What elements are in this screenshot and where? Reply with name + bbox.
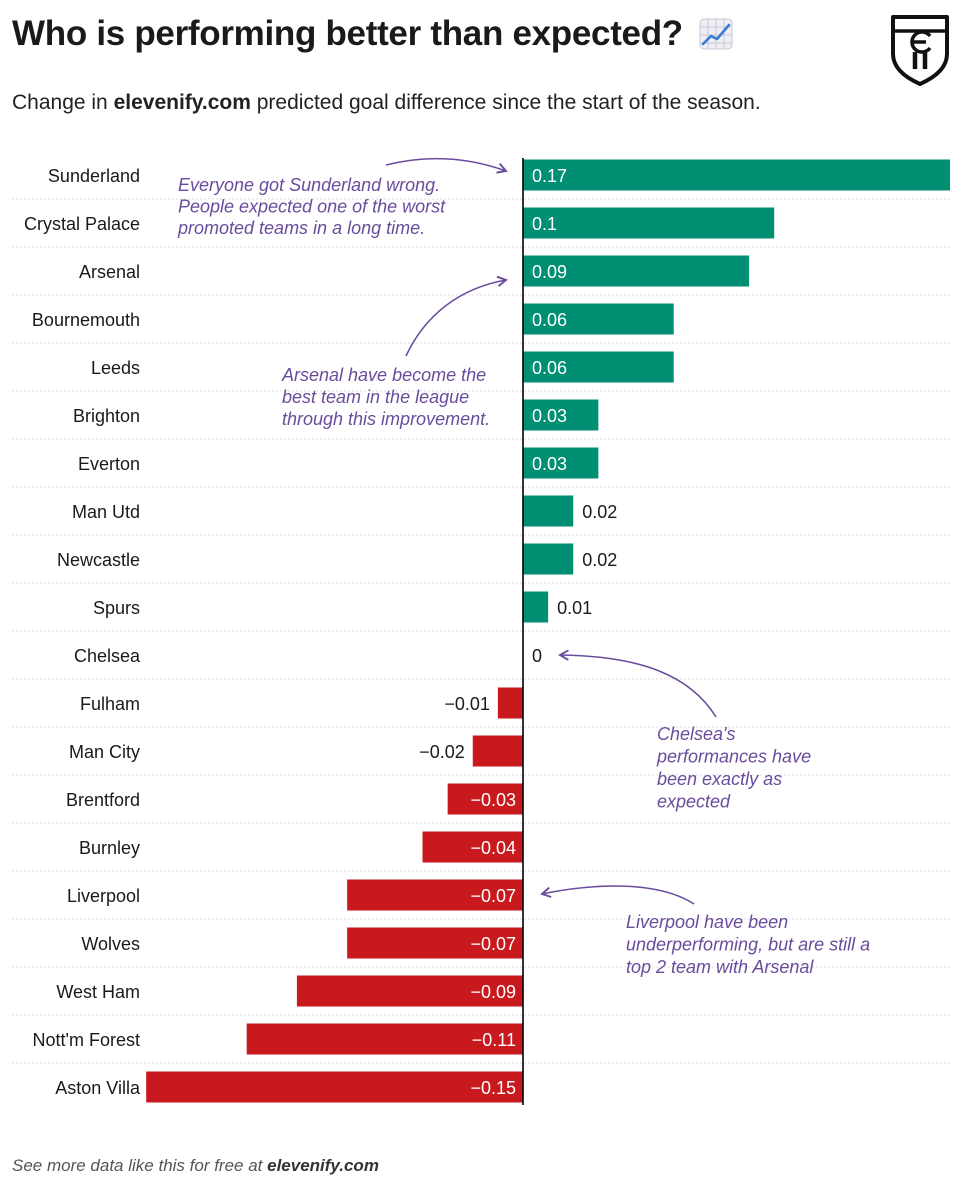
bar-everton: [523, 447, 599, 479]
category-label-west-ham: West Ham: [56, 982, 140, 1002]
bar-arsenal: [523, 255, 750, 287]
bar-liverpool: [347, 879, 523, 911]
annotation-text-chelsea: been exactly as: [657, 769, 782, 789]
category-label-crystal-palace: Crystal Palace: [24, 214, 140, 234]
category-label-burnley: Burnley: [79, 838, 140, 858]
category-label-chelsea: Chelsea: [74, 646, 141, 666]
category-label-man-utd: Man Utd: [72, 502, 140, 522]
category-label-arsenal: Arsenal: [79, 262, 140, 282]
value-label-leeds: 0.06: [532, 358, 567, 378]
category-label-aston-villa: Aston Villa: [55, 1078, 141, 1098]
subtitle-prefix: Change in: [12, 91, 114, 114]
category-label-brentford: Brentford: [66, 790, 140, 810]
bar-man-city: [472, 735, 523, 767]
bar-nott-m-forest: [246, 1023, 523, 1055]
annotation-text-liverpool: top 2 team with Arsenal: [626, 957, 814, 977]
footer-prefix: See more data like this for free at: [12, 1156, 268, 1175]
category-label-fulham: Fulham: [80, 694, 140, 714]
category-label-spurs: Spurs: [93, 598, 140, 618]
bar-bournemouth: [523, 303, 674, 335]
annotation-arrow-chelsea: [558, 649, 717, 718]
annotation-arrow-liverpool: [540, 885, 695, 905]
value-label-sunderland: 0.17: [532, 166, 567, 186]
value-label-arsenal: 0.09: [532, 262, 567, 282]
value-label-brighton: 0.03: [532, 406, 567, 426]
chart-increasing-icon: [699, 18, 733, 50]
title-row: Who is performing better than expected?: [12, 14, 733, 54]
chart-annotations: Everyone got Sunderland wrong.People exp…: [177, 157, 870, 977]
annotation-text-arsenal: through this improvement.: [282, 409, 490, 429]
bar-west-ham: [296, 975, 523, 1007]
subtitle-suffix: predicted goal difference since the star…: [250, 91, 761, 114]
category-label-man-city: Man City: [69, 742, 140, 762]
bar-man-utd: [523, 495, 574, 527]
chart-rows: Sunderland 0.17 Crystal Palace 0.1 Arsenal 0.…: [12, 158, 951, 1105]
chart-title: Who is performing better than expected?: [12, 14, 683, 53]
annotation-text-chelsea: expected: [657, 792, 731, 812]
bar-spurs: [523, 591, 549, 623]
bar-brentford: [447, 783, 523, 815]
category-label-nott-m-forest: Nott'm Forest: [33, 1030, 140, 1050]
annotation-text-arsenal: Arsenal have become the: [281, 365, 486, 385]
annotation-arrow-sunderland: [385, 157, 508, 174]
value-label-crystal-palace: 0.1: [532, 214, 557, 234]
bar-leeds: [523, 351, 674, 383]
category-label-wolves: Wolves: [81, 934, 140, 954]
value-label-liverpool: −0.07: [470, 886, 516, 906]
bar-chart: Sunderland 0.17 Crystal Palace 0.1 Arsenal 0.…: [12, 157, 951, 1105]
annotation-text-sunderland: Everyone got Sunderland wrong.: [178, 175, 440, 195]
bar-sunderland: [523, 159, 951, 191]
value-label-bournemouth: 0.06: [532, 310, 567, 330]
value-label-chelsea: 0: [532, 646, 542, 666]
value-label-brentford: −0.03: [470, 790, 516, 810]
category-label-sunderland: Sunderland: [48, 166, 140, 186]
bar-burnley: [422, 831, 523, 863]
annotation-text-chelsea: Chelsea's: [657, 724, 735, 744]
value-label-fulham: −0.01: [444, 694, 490, 714]
bar-brighton: [523, 399, 599, 431]
annotation-text-sunderland: People expected one of the worst: [178, 197, 446, 217]
footer-brand: elevenify.com: [267, 1156, 379, 1175]
chart-subtitle: Change in elevenify.com predicted goal d…: [12, 91, 761, 115]
bar-crystal-palace: [523, 207, 775, 239]
value-label-west-ham: −0.09: [470, 982, 516, 1002]
category-label-bournemouth: Bournemouth: [32, 310, 140, 330]
subtitle-brand: elevenify.com: [113, 91, 251, 114]
annotation-text-chelsea: performances have: [656, 747, 811, 767]
value-label-aston-villa: −0.15: [470, 1078, 516, 1098]
bar-wolves: [347, 927, 523, 959]
value-label-man-utd: 0.02: [582, 502, 617, 522]
value-label-man-city: −0.02: [419, 742, 465, 762]
value-label-everton: 0.03: [532, 454, 567, 474]
elevenify-shield-logo: [890, 14, 950, 86]
footer: See more data like this for free at elev…: [12, 1156, 379, 1176]
annotation-arrow-arsenal: [405, 275, 508, 357]
category-label-everton: Everton: [78, 454, 140, 474]
category-label-leeds: Leeds: [91, 358, 140, 378]
annotation-text-liverpool: Liverpool have been: [626, 912, 788, 932]
annotation-text-liverpool: underperforming, but are still a: [626, 935, 870, 955]
value-label-nott-m-forest: −0.11: [472, 1030, 516, 1050]
bar-aston-villa: [146, 1071, 523, 1103]
value-label-burnley: −0.04: [470, 838, 516, 858]
bar-newcastle: [523, 543, 574, 575]
value-label-wolves: −0.07: [470, 934, 516, 954]
bar-fulham: [497, 687, 523, 719]
value-label-newcastle: 0.02: [582, 550, 617, 570]
annotation-text-arsenal: best team in the league: [282, 387, 469, 407]
category-label-newcastle: Newcastle: [57, 550, 140, 570]
value-label-spurs: 0.01: [557, 598, 592, 618]
annotation-text-sunderland: promoted teams in a long time.: [177, 218, 425, 238]
category-label-liverpool: Liverpool: [67, 886, 140, 906]
category-label-brighton: Brighton: [73, 406, 140, 426]
